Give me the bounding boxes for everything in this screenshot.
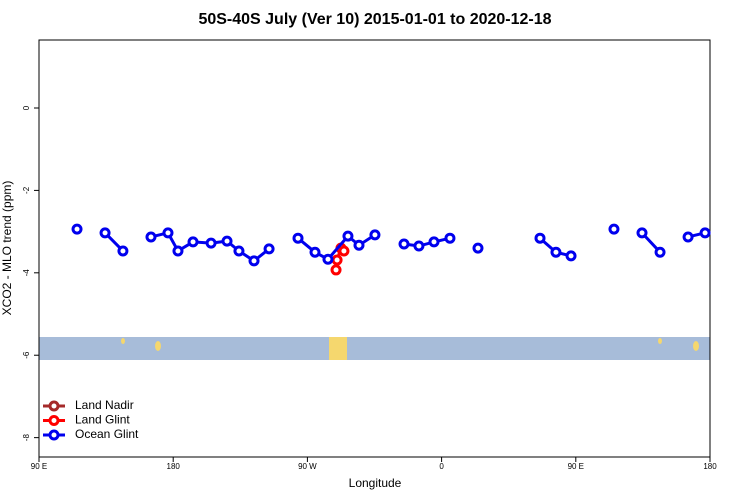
point	[398, 238, 410, 250]
y-tick-label: -4	[22, 269, 31, 277]
point	[233, 245, 245, 257]
point	[248, 255, 260, 267]
point	[117, 245, 129, 257]
land-patch	[329, 337, 347, 360]
y-tick-label: -6	[22, 351, 31, 359]
point	[221, 235, 233, 247]
point	[550, 246, 562, 258]
x-tick-label: 90 E	[568, 462, 584, 471]
point	[699, 227, 711, 239]
y-axis-label: XCO2 - MLO trend (ppm)	[0, 181, 14, 316]
point	[187, 236, 199, 248]
point	[654, 246, 666, 258]
point	[534, 232, 546, 244]
map-strip	[39, 337, 710, 360]
point	[608, 223, 620, 235]
land-patch	[121, 338, 125, 344]
point	[322, 253, 334, 265]
plot-frame	[38, 39, 711, 458]
point	[330, 264, 342, 276]
point	[565, 250, 577, 262]
point	[369, 229, 381, 241]
legend-label: Ocean Glint	[75, 427, 139, 441]
point	[172, 245, 184, 257]
point	[472, 242, 484, 254]
point	[413, 240, 425, 252]
land-patch	[658, 338, 662, 344]
y-tick-label: -8	[22, 434, 31, 442]
legend-marker	[48, 400, 60, 412]
point	[309, 246, 321, 258]
point	[636, 227, 648, 239]
point	[205, 237, 217, 249]
point	[342, 230, 354, 242]
point	[292, 232, 304, 244]
point	[162, 227, 174, 239]
legend-label: Land Glint	[75, 413, 130, 427]
x-tick-label: 90 E	[31, 462, 47, 471]
legend-label: Land Nadir	[75, 398, 134, 412]
point	[331, 254, 343, 266]
point	[145, 231, 157, 243]
point	[338, 245, 350, 257]
legend-marker	[48, 429, 60, 441]
land-patch	[693, 341, 699, 351]
x-tick-label: 180	[703, 462, 717, 471]
point	[428, 236, 440, 248]
x-axis-label: Longitude	[349, 476, 402, 490]
point	[353, 239, 365, 251]
point	[71, 223, 83, 235]
land-patch	[155, 341, 161, 351]
y-tick-label: 0	[22, 105, 31, 110]
point	[682, 231, 694, 243]
point	[99, 227, 111, 239]
point	[444, 232, 456, 244]
y-tick-label: -2	[22, 186, 31, 194]
legend-marker	[48, 415, 60, 426]
x-tick-label: 180	[167, 462, 181, 471]
x-tick-label: 90 W	[298, 462, 317, 471]
x-tick-label: 0	[439, 462, 444, 471]
point	[263, 243, 275, 255]
ocean-band	[39, 337, 710, 360]
chart-title: 50S-40S July (Ver 10) 2015-01-01 to 2020…	[198, 11, 551, 28]
